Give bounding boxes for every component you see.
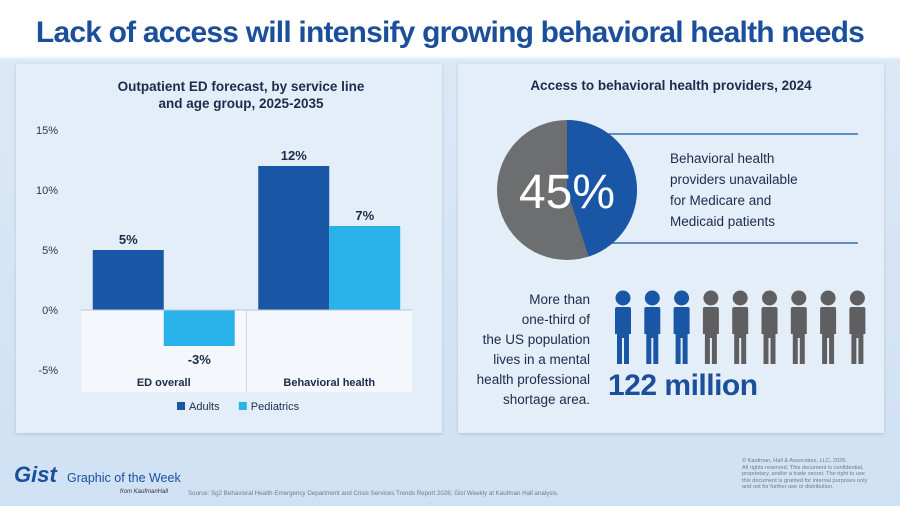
population-description: More than one-third of the US population… <box>458 290 590 410</box>
population-description-line: the US population <box>482 332 590 347</box>
person-icon-part <box>761 307 778 364</box>
person-icon-part <box>791 290 807 306</box>
copyright-note: © Kaufman, Hall & Associates, LLC, 2026.… <box>742 458 892 491</box>
y-tick-label: 10% <box>36 185 58 197</box>
category-label: Behavioral health <box>283 377 375 389</box>
person-icon <box>615 290 631 364</box>
y-tick-label: 5% <box>42 245 58 257</box>
person-icon-part <box>615 307 631 364</box>
chart-title: Outpatient ED forecast, by service line … <box>56 78 426 112</box>
person-icon-part <box>615 290 631 306</box>
person-icon <box>732 290 749 364</box>
person-icon-part <box>674 290 690 306</box>
bar-pediatrics-0 <box>163 310 235 346</box>
population-description-line: lives in a mental <box>493 352 590 367</box>
pie-value-label: 45% <box>519 166 615 219</box>
page-title: Lack of access will intensify growing be… <box>35 16 865 49</box>
population-description-line: health professional <box>476 372 590 387</box>
legend-swatch-pediatrics <box>238 402 247 410</box>
person-icon-part <box>820 290 836 306</box>
copyright-line: All rights reserved. This document is co… <box>742 464 864 471</box>
gist-logo: Gist <box>14 462 57 487</box>
people-icon-row <box>615 290 866 364</box>
data-label: 7% <box>355 208 374 223</box>
logo-subtitle: Graphic of the Week <box>67 471 181 485</box>
data-label: 5% <box>119 232 138 247</box>
population-description-line: shortage area. <box>502 392 590 407</box>
pie-description-line: for Medicare and <box>670 193 772 208</box>
person-icon-part <box>849 307 866 364</box>
bar-pediatrics-1 <box>329 226 401 310</box>
copyright-line: © Kaufman, Hall & Associates, LLC, 2026. <box>742 458 847 464</box>
pie-description-line: providers unavailable <box>670 172 798 187</box>
population-description-line: More than <box>529 292 590 307</box>
person-icon <box>702 290 719 364</box>
person-icon-part <box>849 290 865 306</box>
person-icon-part <box>644 290 660 306</box>
pie-description-line: Medicaid patients <box>670 214 776 229</box>
person-icon-part <box>762 290 777 306</box>
person-icon-part <box>673 307 690 364</box>
person-icon <box>790 290 807 364</box>
person-icon <box>820 290 837 364</box>
data-label: 12% <box>281 148 307 163</box>
pie-description-line: Behavioral health <box>670 151 775 166</box>
y-tick-label: 15% <box>36 125 58 137</box>
pie-chart: 45% <box>497 120 858 260</box>
logo-from: from KaufmanHall <box>120 489 169 495</box>
copyright-line: this document is granted for internal pu… <box>742 477 868 484</box>
person-icon-part <box>790 307 807 364</box>
copyright-line: proprietary, and/or a trade secret. The … <box>742 471 865 478</box>
legend-swatch-adults <box>177 402 185 410</box>
person-icon-part <box>703 290 719 306</box>
legend-label: Pediatrics <box>251 401 300 413</box>
chart-title-line-1: Outpatient ED forecast, by service line <box>117 79 365 94</box>
bar-adults-0 <box>92 250 164 310</box>
person-icon <box>673 290 690 364</box>
population-description-line: one-third of <box>521 312 590 327</box>
person-icon <box>761 290 778 364</box>
pie-slice-highlight <box>567 120 637 257</box>
person-icon-part <box>820 307 837 364</box>
copyright-line: and not for further use or distribution. <box>742 484 834 491</box>
access-panel: Access to behavioral health providers, 2… <box>458 64 884 433</box>
y-tick-label: -5% <box>38 365 58 377</box>
bar-chart: 15% 10% 5% 0% -5% 5% -3% ED overall 12% 7% Behavio… <box>36 125 412 413</box>
person-icon <box>849 290 866 364</box>
access-title: Access to behavioral health providers, 2… <box>530 78 812 93</box>
person-icon-part <box>644 307 661 364</box>
person-icon <box>644 290 661 364</box>
person-icon-part <box>732 290 748 306</box>
pie-description: Behavioral health providers unavailable … <box>670 148 840 232</box>
big-number: 122 million <box>608 369 758 402</box>
y-tick-label: 0% <box>42 305 58 317</box>
data-label: -3% <box>188 352 212 367</box>
ed-forecast-panel: Outpatient ED forecast, by service line … <box>16 64 442 433</box>
legend-label: Adults <box>189 401 220 413</box>
source-note: Source: Sg2 Behavioral Health Emergency … <box>188 490 559 497</box>
bar-adults-1 <box>258 166 330 310</box>
chart-title-line-2: and age group, 2025-2035 <box>158 96 324 111</box>
person-icon-part <box>732 307 749 364</box>
person-icon-part <box>702 307 719 364</box>
category-label: ED overall <box>137 377 191 389</box>
